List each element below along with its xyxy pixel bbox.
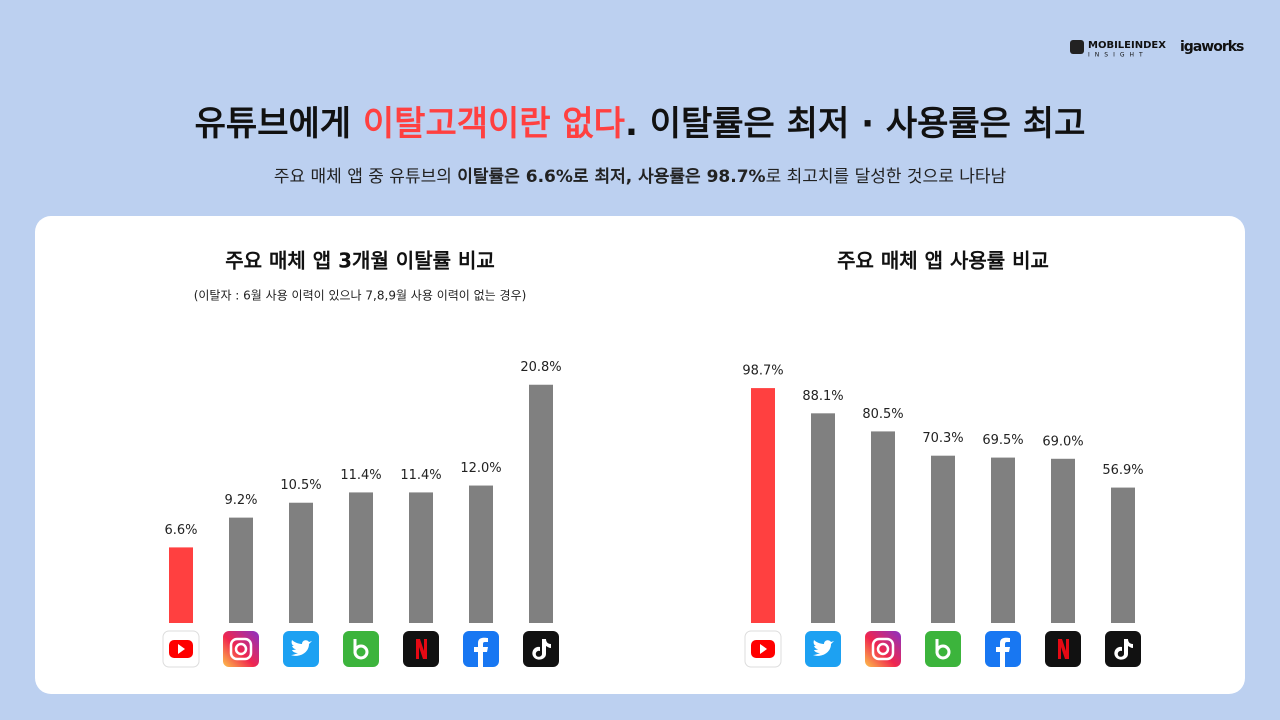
bar xyxy=(229,517,253,623)
icon-bg xyxy=(925,631,961,667)
icon-glyph xyxy=(353,644,369,660)
bar xyxy=(751,388,775,623)
value-label: 80.5% xyxy=(862,407,903,422)
subtitle-bold: 이탈률은 6.6%로 최저, 사용률은 98.7% xyxy=(457,166,765,187)
icon-bg xyxy=(343,631,379,667)
subtitle-part: 주요 매체 앱 중 유튜브의 xyxy=(274,167,457,187)
app-icon xyxy=(865,631,901,667)
brand: MOBILEINDEX xyxy=(1088,40,1166,51)
icon-bg xyxy=(523,631,559,667)
value-label: 6.6% xyxy=(164,523,197,538)
app-icon xyxy=(805,631,841,667)
icon-glyph xyxy=(474,637,488,667)
partner-logo: igaworks xyxy=(1180,39,1244,55)
icon-glyph xyxy=(1058,639,1069,659)
chart-note: (이탈자 : 6월 사용 이력이 있으나 7,8,9월 사용 이력이 없는 경우… xyxy=(194,289,527,303)
value-label: 10.5% xyxy=(280,478,321,493)
icon-glyph xyxy=(760,644,767,654)
app-icon xyxy=(985,631,1021,667)
icon-glyph xyxy=(813,640,834,656)
bar xyxy=(1111,487,1135,623)
bar xyxy=(1051,458,1075,623)
subtitle-part: 로 최고치를 달성한 것으로 나타남 xyxy=(766,167,1007,187)
bar xyxy=(409,492,433,623)
headline-part: 유튜브에게 xyxy=(195,104,363,144)
app-icon xyxy=(1045,631,1081,667)
bar xyxy=(349,492,373,623)
icon-glyph xyxy=(416,639,427,659)
bar xyxy=(169,547,193,623)
value-label: 69.5% xyxy=(982,433,1023,448)
app-icon xyxy=(162,630,200,668)
bar xyxy=(871,431,895,623)
chart-title: 주요 매체 앱 사용률 비교 xyxy=(837,249,1049,273)
value-label: 70.3% xyxy=(922,431,963,446)
headline-part: . 이탈률은 최저 · 사용률은 최고 xyxy=(625,104,1085,144)
chart-title: 주요 매체 앱 3개월 이탈률 비교 xyxy=(225,249,495,273)
icon-glyph xyxy=(996,637,1010,667)
icon-glyph xyxy=(876,642,890,656)
brand-sub: INSIGHT xyxy=(1088,52,1148,59)
icon-glyph xyxy=(871,637,895,661)
value-label: 20.8% xyxy=(520,360,561,375)
value-label: 9.2% xyxy=(224,493,257,508)
app-icon xyxy=(463,631,499,667)
icon-glyph xyxy=(532,639,551,660)
value-label: 11.4% xyxy=(400,468,441,483)
bar xyxy=(529,384,553,623)
value-label: 69.0% xyxy=(1042,434,1083,449)
app-icon xyxy=(925,631,961,667)
icon-bg xyxy=(865,631,901,667)
app-icon xyxy=(523,631,559,667)
headline: 유튜브에게 이탈고객이란 없다. 이탈률은 최저 · 사용률은 최고 xyxy=(195,104,1086,144)
subtitle: 주요 매체 앱 중 유튜브의 이탈률은 6.6%로 최저, 사용률은 98.7%… xyxy=(274,166,1007,187)
value-label: 56.9% xyxy=(1102,463,1143,478)
brand-logo-icon xyxy=(1070,40,1084,54)
bar xyxy=(931,455,955,623)
app-icon xyxy=(403,631,439,667)
headline-highlight: 이탈고객이란 없다 xyxy=(363,104,625,144)
app-icon xyxy=(343,631,379,667)
icon-glyph xyxy=(935,644,951,660)
value-label: 12.0% xyxy=(460,461,501,476)
icon-glyph xyxy=(291,640,312,656)
app-icon xyxy=(223,631,259,667)
icon-bg xyxy=(1105,631,1141,667)
app-icon xyxy=(1105,631,1141,667)
icon-glyph xyxy=(1114,639,1133,660)
charts: 주요 매체 앱 3개월 이탈률 비교 (이탈자 : 6월 사용 이력이 있으나 7… xyxy=(162,249,1144,668)
icon-glyph xyxy=(229,637,253,661)
value-label: 98.7% xyxy=(742,364,783,379)
bar xyxy=(811,413,835,623)
app-icon xyxy=(744,630,782,668)
icon-glyph xyxy=(234,642,248,656)
icon-bg xyxy=(223,631,259,667)
bar xyxy=(991,457,1015,623)
value-label: 11.4% xyxy=(340,468,381,483)
value-label: 88.1% xyxy=(802,389,843,404)
icon-glyph xyxy=(178,644,185,654)
bar xyxy=(289,502,313,623)
app-icon xyxy=(283,631,319,667)
bar xyxy=(469,485,493,623)
